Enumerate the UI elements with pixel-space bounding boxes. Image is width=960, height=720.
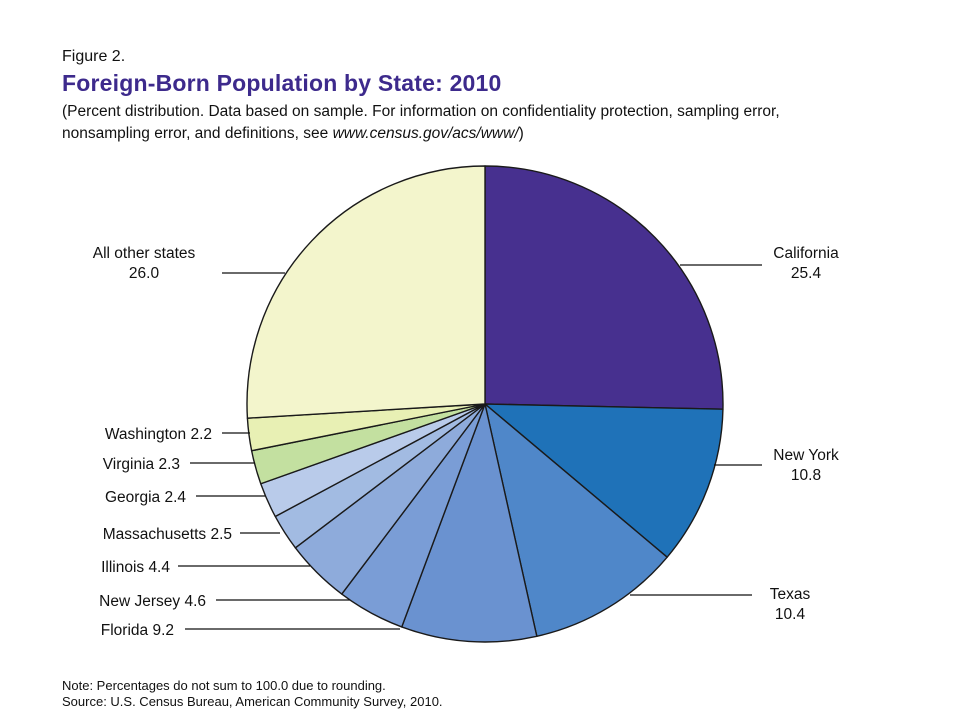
figure-label: Figure 2. — [62, 48, 126, 65]
label-texas-value: 10.4 — [775, 606, 806, 623]
label-new-york-value: 10.8 — [791, 467, 821, 484]
label-texas-name: Texas — [770, 586, 811, 603]
pie-slice-all-other-states — [246, 165, 486, 419]
pie-slice-new-york — [484, 403, 724, 558]
label-all-other-name: All other states — [93, 245, 196, 262]
subtitle-line-1: (Percent distribution. Data based on sam… — [62, 103, 780, 120]
leader-lines — [178, 264, 762, 630]
subtitle-prefix: nonsampling error, and definitions, see — [62, 125, 333, 142]
label-illinois: Illinois 4.4 — [101, 559, 170, 576]
chart-subtitle: (Percent distribution. Data based on sam… — [62, 101, 942, 145]
note-text: Note: Percentages do not sum to 100.0 du… — [62, 678, 386, 693]
label-georgia: Georgia 2.4 — [105, 489, 186, 506]
pie-slices — [246, 165, 724, 643]
subtitle-line-2: nonsampling error, and definitions, see … — [62, 123, 942, 145]
label-washington: Washington 2.2 — [105, 426, 212, 443]
label-massachusetts: Massachusetts 2.5 — [103, 526, 232, 543]
label-california-name: California — [773, 245, 839, 262]
footnote: Note: Percentages do not sum to 100.0 du… — [62, 678, 443, 710]
label-new-york-name: New York — [773, 447, 839, 464]
label-california-value: 25.4 — [791, 265, 822, 282]
subtitle-suffix: ) — [518, 125, 524, 142]
label-virginia: Virginia 2.3 — [103, 456, 180, 473]
pie-slice-texas — [484, 403, 668, 637]
label-florida: Florida 9.2 — [101, 622, 174, 639]
pie-slice-florida — [401, 403, 538, 643]
label-all-other-value: 26.0 — [129, 265, 160, 282]
subtitle-url: www.census.gov/acs/www/ — [332, 125, 519, 142]
chart-title: Foreign-Born Population by State: 2010 — [62, 70, 502, 96]
source-text: Source: U.S. Census Bureau, American Com… — [62, 694, 443, 709]
pie-slice-california — [484, 165, 724, 410]
label-new-jersey: New Jersey 4.6 — [99, 593, 206, 610]
